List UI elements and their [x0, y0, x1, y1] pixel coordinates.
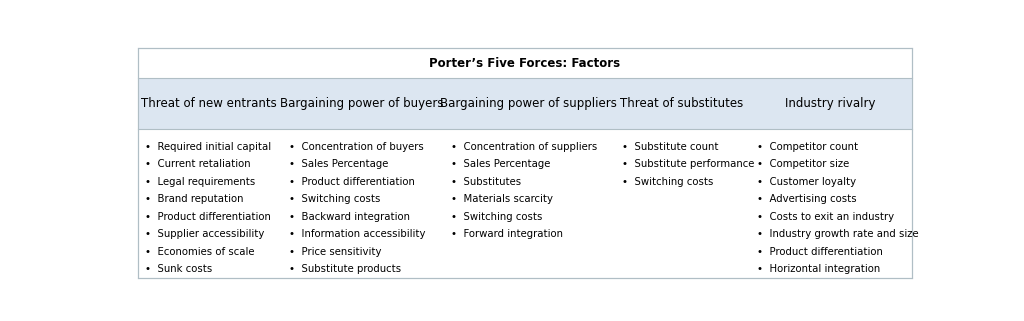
Text: •  Sales Percentage: • Sales Percentage [452, 159, 551, 169]
Text: •  Product differentiation: • Product differentiation [758, 247, 884, 257]
Text: •  Concentration of suppliers: • Concentration of suppliers [452, 142, 598, 152]
Text: •  Substitute count: • Substitute count [622, 142, 718, 152]
Text: •  Switching costs: • Switching costs [452, 212, 543, 222]
Text: Bargaining power of suppliers: Bargaining power of suppliers [440, 97, 617, 110]
Text: •  Sunk costs: • Sunk costs [145, 265, 213, 274]
Text: •  Advertising costs: • Advertising costs [758, 194, 857, 204]
Text: •  Product differentiation: • Product differentiation [145, 212, 271, 222]
Text: •  Customer loyalty: • Customer loyalty [758, 177, 856, 187]
Text: •  Industry growth rate and size: • Industry growth rate and size [758, 230, 919, 239]
Text: •  Switching costs: • Switching costs [289, 194, 380, 204]
Text: •  Competitor size: • Competitor size [758, 159, 850, 169]
Text: •  Costs to exit an industry: • Costs to exit an industry [758, 212, 895, 222]
Text: •  Substitute performance: • Substitute performance [622, 159, 755, 169]
Text: •  Backward integration: • Backward integration [289, 212, 410, 222]
Text: •  Competitor count: • Competitor count [758, 142, 858, 152]
Text: •  Price sensitivity: • Price sensitivity [289, 247, 381, 257]
Text: •  Legal requirements: • Legal requirements [145, 177, 256, 187]
Text: •  Switching costs: • Switching costs [622, 177, 713, 187]
Text: Porter’s Five Forces: Factors: Porter’s Five Forces: Factors [429, 57, 621, 70]
Text: •  Horizontal integration: • Horizontal integration [758, 265, 881, 274]
Text: Threat of substitutes: Threat of substitutes [620, 97, 743, 110]
Text: Industry rivalry: Industry rivalry [785, 97, 876, 110]
Text: •  Sales Percentage: • Sales Percentage [289, 159, 388, 169]
Text: Bargaining power of buyers: Bargaining power of buyers [281, 97, 443, 110]
Text: •  Supplier accessibility: • Supplier accessibility [145, 230, 265, 239]
Text: •  Materials scarcity: • Materials scarcity [452, 194, 553, 204]
Text: •  Required initial capital: • Required initial capital [145, 142, 271, 152]
Text: •  Brand reputation: • Brand reputation [145, 194, 244, 204]
Text: •  Substitute products: • Substitute products [289, 265, 400, 274]
Text: •  Current retaliation: • Current retaliation [145, 159, 251, 169]
Text: •  Concentration of buyers: • Concentration of buyers [289, 142, 424, 152]
Bar [137, 78, 912, 129]
Text: Threat of new entrants: Threat of new entrants [141, 97, 278, 110]
Text: •  Economies of scale: • Economies of scale [145, 247, 255, 257]
Text: •  Forward integration: • Forward integration [452, 230, 563, 239]
Text: •  Substitutes: • Substitutes [452, 177, 521, 187]
Text: •  Information accessibility: • Information accessibility [289, 230, 425, 239]
Text: •  Product differentiation: • Product differentiation [289, 177, 415, 187]
